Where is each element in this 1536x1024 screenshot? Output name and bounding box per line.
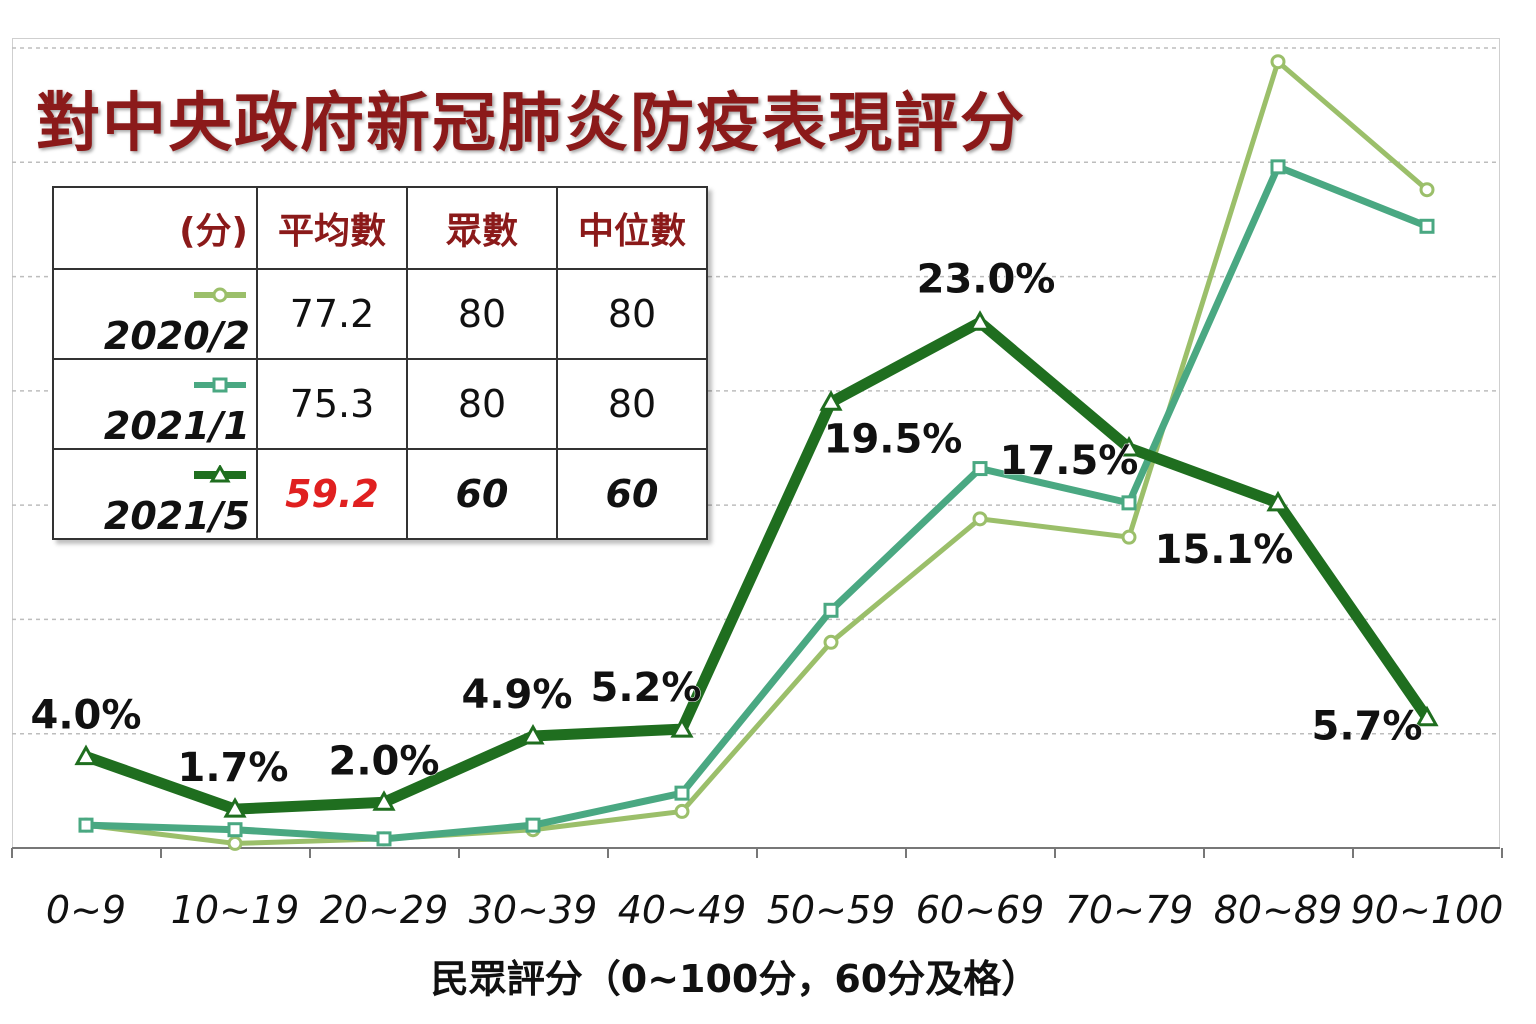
series-line: [84, 316, 1432, 815]
data-point: [823, 602, 839, 618]
median-value: 80: [556, 358, 708, 450]
data-point: [1266, 490, 1290, 512]
data-label: 2.0%: [329, 738, 440, 784]
data-point: [1117, 435, 1141, 457]
header-mode: 眾數: [406, 186, 558, 270]
median-value: 60: [556, 448, 708, 540]
data-point: [674, 803, 690, 819]
data-label: 15.1%: [1155, 527, 1294, 573]
legend-2021-1: 2021/1: [52, 358, 258, 450]
data-point: [972, 511, 988, 527]
median-value: 80: [556, 268, 708, 360]
data-point: [1121, 529, 1137, 545]
table-header-row: (分) 平均數 眾數 中位數: [52, 186, 708, 270]
mean-value: 77.2: [256, 268, 408, 360]
x-axis-title: 民眾評分（0~100分，60分及格）: [431, 957, 1039, 1001]
x-tick-label: 30~39: [469, 888, 598, 932]
series-lines: [74, 54, 1439, 851]
data-label: 5.2%: [591, 665, 702, 711]
data-point: [972, 461, 988, 477]
table-row: 2020/2 77.2 80 80: [52, 268, 708, 360]
data-point: [1121, 495, 1137, 511]
series-line: [85, 59, 1429, 846]
circle-marker-icon: [194, 287, 246, 302]
x-tick-label: 0~9: [46, 888, 126, 932]
mode-value: 80: [406, 358, 558, 450]
series-2021-5: [74, 310, 1439, 818]
data-point: [1419, 182, 1435, 198]
chart-title: 對中央政府新冠肺炎防疫表現評分: [36, 86, 1026, 161]
header-mean: 平均數: [256, 186, 408, 270]
legend-2020-2: 2020/2: [52, 268, 258, 360]
data-labels: 4.0% 1.7% 2.0% 4.9% 5.2% 19.5% 23.0% 17.5% 15.1%…: [30, 256, 1423, 792]
data-point: [819, 390, 843, 411]
data-point: [223, 797, 247, 818]
square-marker-icon: [194, 377, 246, 392]
data-label: 4.9%: [462, 672, 573, 718]
data-point: [670, 717, 694, 738]
legend-label: 2020/2: [103, 314, 250, 358]
x-tick-label: 80~89: [1214, 888, 1343, 932]
x-tick-label: 70~79: [1065, 888, 1194, 932]
mode-value: 60: [406, 448, 558, 540]
data-point: [1270, 54, 1286, 70]
mode-value: 80: [406, 268, 558, 360]
data-label: 4.0%: [31, 693, 142, 739]
data-point: [227, 822, 243, 838]
data-label: 19.5%: [824, 416, 963, 462]
table-row: 2021/5 59.2 60 60: [52, 448, 708, 540]
x-tick-label: 10~19: [171, 888, 300, 932]
data-point: [525, 817, 541, 833]
data-point: [968, 310, 992, 331]
data-point: [227, 835, 243, 851]
series-line: [85, 163, 1429, 843]
data-point: [823, 634, 839, 650]
data-point: [372, 790, 396, 811]
data-label: 5.7%: [1312, 704, 1423, 750]
chart-frame: [12, 38, 1500, 848]
x-tick-label: 20~29: [320, 888, 449, 932]
legend-2021-5: 2021/5: [52, 448, 258, 540]
mean-value: 75.3: [256, 358, 408, 450]
x-tick-label: 60~69: [916, 888, 1045, 932]
data-point: [78, 817, 94, 833]
x-tick-label: 50~59: [767, 888, 896, 932]
header-median: 中位數: [556, 186, 708, 270]
triangle-marker-icon: [194, 464, 246, 482]
data-point: [1415, 705, 1439, 727]
data-label: 1.7%: [178, 745, 289, 791]
data-point: [521, 723, 545, 745]
data-point: [376, 831, 392, 847]
summary-table: (分) 平均數 眾數 中位數 2020/2 77.2 80 80 2021/1 …: [52, 186, 708, 540]
data-point: [1270, 159, 1286, 175]
legend-label: 2021/5: [103, 494, 250, 538]
x-axis: 0~9 10~19 20~29 30~39 40~49 50~59 60~69 70~79 80…: [11, 847, 1504, 932]
x-tick-label: 40~49: [618, 888, 747, 932]
mean-value: 59.2: [256, 448, 408, 540]
data-point: [674, 785, 690, 801]
x-tick-label: 90~100: [1351, 888, 1504, 932]
data-point: [74, 744, 98, 766]
data-label: 23.0%: [917, 256, 1056, 302]
data-point: [1419, 218, 1435, 234]
data-label: 17.5%: [1000, 438, 1139, 484]
table-row: 2021/1 75.3 80 80: [52, 358, 708, 450]
unit-label: (分): [52, 186, 258, 270]
series-2021-1: [78, 159, 1435, 847]
legend-label: 2021/1: [103, 404, 250, 448]
